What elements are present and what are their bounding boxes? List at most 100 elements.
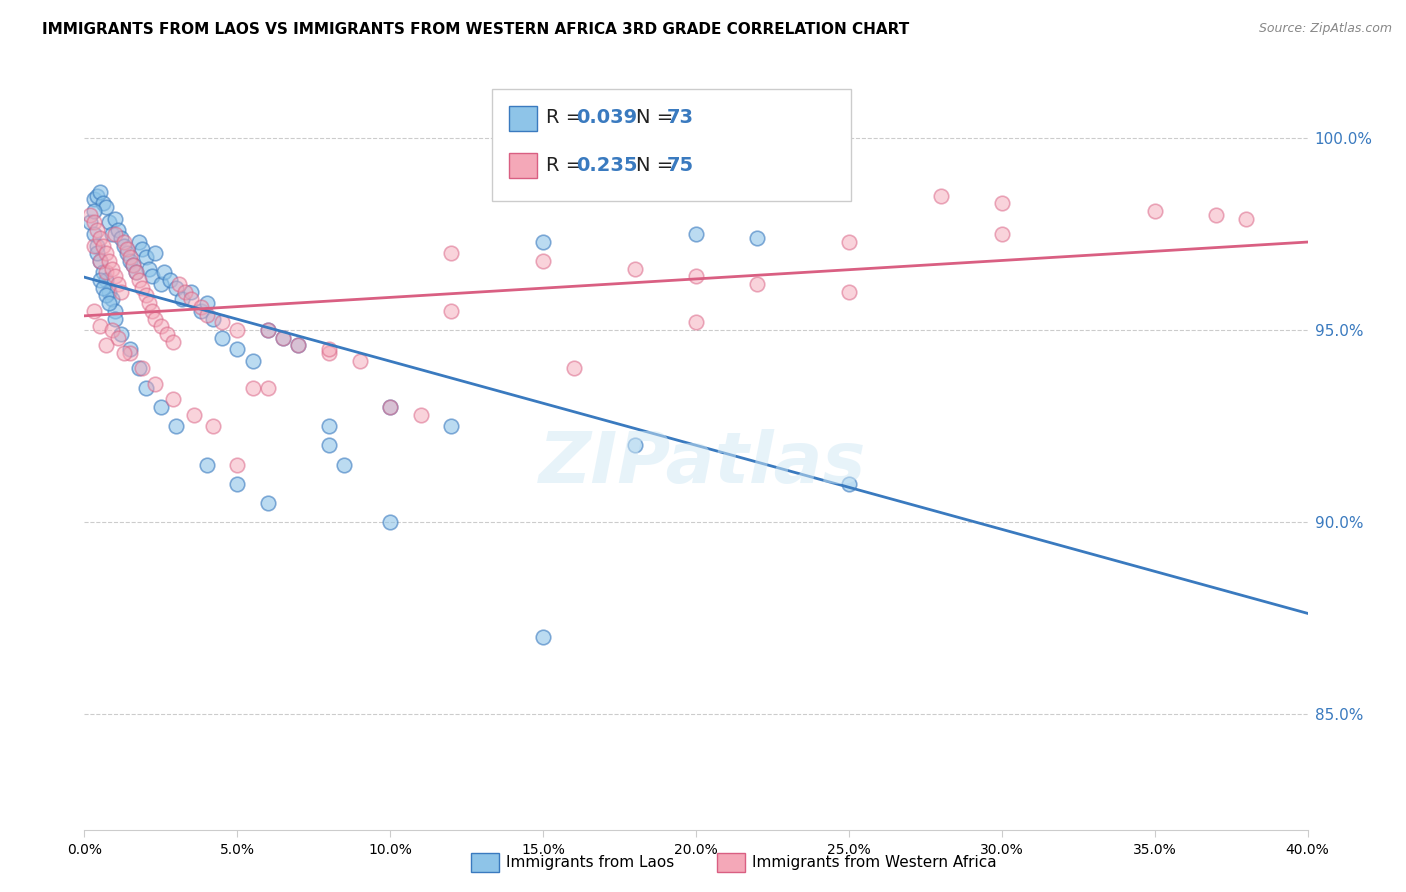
Point [149, 400, 172, 414]
Point [991, 196, 1014, 211]
Point [838, 285, 860, 299]
Point [89, 319, 111, 334]
Point [195, 458, 218, 472]
Point [211, 315, 233, 329]
Point [172, 293, 194, 307]
Point [333, 458, 356, 472]
Point [125, 265, 148, 279]
Point [120, 346, 142, 360]
Point [101, 323, 124, 337]
Point [143, 376, 166, 391]
Text: ZIPatlas: ZIPatlas [540, 429, 866, 499]
Point [104, 311, 127, 326]
Point [226, 458, 249, 472]
Point [131, 361, 153, 376]
Point [143, 246, 166, 260]
Point [101, 261, 124, 276]
Point [89, 231, 111, 245]
Point [97, 253, 120, 268]
Point [83, 303, 105, 318]
Point [242, 381, 264, 395]
Point [201, 419, 224, 434]
Point [131, 243, 153, 257]
Point [257, 323, 280, 337]
Point [165, 281, 187, 295]
Text: 0.235: 0.235 [576, 155, 638, 175]
Point [440, 303, 463, 318]
Point [624, 438, 647, 452]
Point [97, 296, 120, 310]
Point [107, 277, 129, 291]
Point [318, 346, 340, 360]
Point [138, 296, 160, 310]
Point [83, 238, 105, 252]
Point [318, 343, 340, 357]
Point [180, 293, 202, 307]
Text: 0.039: 0.039 [576, 108, 637, 128]
Point [115, 246, 138, 260]
Point [135, 250, 157, 264]
Point [83, 193, 105, 207]
Point [91, 238, 114, 252]
Point [226, 343, 249, 357]
Point [86, 238, 108, 252]
Point [195, 308, 218, 322]
Point [135, 288, 157, 302]
Point [149, 277, 172, 291]
Point [257, 381, 280, 395]
Point [135, 381, 157, 395]
Point [531, 631, 554, 645]
Point [685, 269, 707, 284]
Point [115, 243, 138, 257]
Point [287, 338, 309, 352]
Point [94, 265, 117, 279]
Point [128, 273, 150, 287]
Point [174, 285, 197, 299]
Point [110, 326, 132, 341]
Text: Immigrants from Western Africa: Immigrants from Western Africa [752, 855, 997, 870]
Point [991, 227, 1014, 241]
Point [685, 227, 707, 241]
Point [380, 515, 402, 529]
Point [180, 285, 202, 299]
Point [94, 200, 117, 214]
Point [143, 311, 166, 326]
Point [104, 303, 127, 318]
Point [141, 269, 163, 284]
Point [122, 258, 145, 272]
Point [685, 315, 707, 329]
Point [190, 300, 212, 314]
Point [838, 476, 860, 491]
Point [97, 215, 120, 229]
Point [149, 319, 172, 334]
Point [531, 253, 554, 268]
Point [112, 346, 135, 360]
Point [91, 265, 114, 279]
Point [318, 438, 340, 452]
Point [747, 231, 769, 245]
Point [89, 253, 111, 268]
Point [86, 246, 108, 260]
Point [138, 261, 160, 276]
Point [162, 392, 184, 407]
Point [112, 235, 135, 249]
Point [747, 277, 769, 291]
Point [107, 331, 129, 345]
Text: 75: 75 [666, 155, 693, 175]
Point [83, 227, 105, 241]
Text: Source: ZipAtlas.com: Source: ZipAtlas.com [1258, 22, 1392, 36]
Point [91, 281, 114, 295]
Point [380, 400, 402, 414]
Point [531, 235, 554, 249]
Point [226, 476, 249, 491]
Point [83, 215, 105, 229]
Point [107, 223, 129, 237]
Point [79, 215, 101, 229]
Point [156, 326, 179, 341]
Point [318, 419, 340, 434]
Point [94, 246, 117, 260]
Point [1143, 203, 1166, 218]
Point [110, 285, 132, 299]
Point [195, 296, 218, 310]
Point [104, 269, 127, 284]
